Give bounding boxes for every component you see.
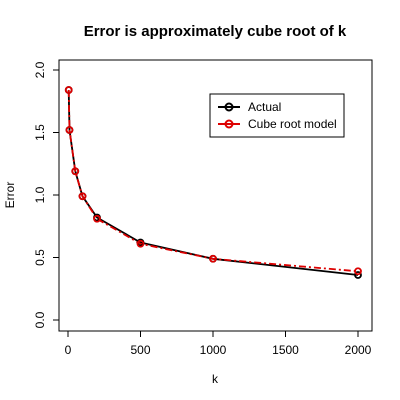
x-axis-label: k	[212, 372, 219, 386]
y-tick-label-2: 1.0	[33, 186, 47, 203]
series-1-point-0	[64, 86, 73, 94]
series-1-point-4	[93, 214, 101, 223]
legend-marker-model	[224, 119, 234, 129]
legend: Actual Cube root model	[209, 93, 345, 138]
series-1-point-6	[209, 254, 217, 263]
y-tick-label-0: 0.0	[33, 311, 47, 328]
y-tick-label-1: 0.5	[33, 249, 47, 266]
x-tick-label-4: 2000	[345, 343, 372, 357]
series-1-point-3	[78, 192, 87, 201]
x-tick-label-1: 500	[130, 343, 150, 357]
y-axis: 0.0 0.5 1.0 1.5 2.0	[33, 61, 59, 328]
legend-label-model: Cube root model	[248, 117, 337, 131]
x-tick-label-3: 1500	[272, 343, 299, 357]
series-1-point-5	[136, 239, 145, 248]
legend-label-actual: Actual	[248, 100, 281, 114]
series-0-point-7	[354, 271, 362, 279]
series-line-1	[67, 89, 359, 273]
series-layer	[64, 86, 362, 279]
x-tick-label-2: 1000	[200, 343, 227, 357]
series-1-point-7	[354, 267, 362, 276]
y-axis-label: Error	[3, 182, 17, 209]
y-tick-label-4: 2.0	[33, 61, 47, 78]
x-axis: 0 500 1000 1500 2000	[65, 331, 372, 357]
series-1-point-1	[65, 126, 74, 134]
legend-marker-actual	[224, 102, 234, 112]
series-1-point-2	[71, 167, 80, 176]
y-tick-label-3: 1.5	[33, 124, 47, 141]
legend-box	[209, 93, 345, 138]
chart-title: Error is approximately cube root of k	[84, 23, 347, 40]
x-tick-label-0: 0	[65, 343, 72, 357]
